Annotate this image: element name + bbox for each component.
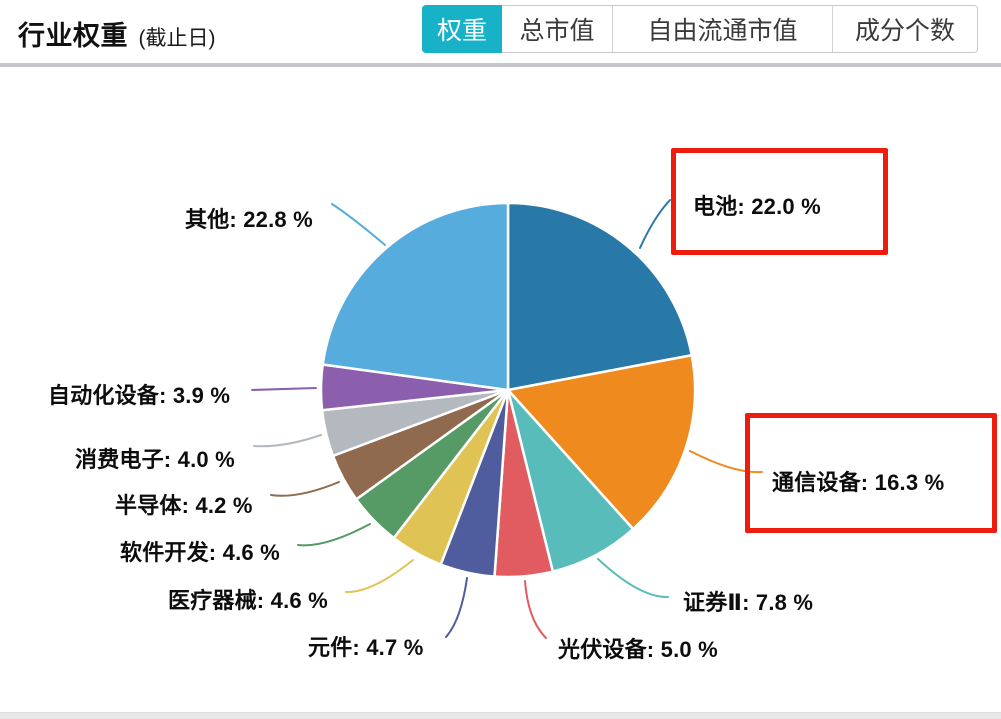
tab-group: 权重 总市值 自由流通市值 成分个数 [422, 5, 978, 53]
slice-label-8: 消费电子: 4.0 % [75, 447, 235, 472]
slice-label-6: 软件开发: 4.6 % [120, 540, 280, 565]
pie-slice-10[interactable] [321, 201, 510, 392]
pie-slice-1[interactable] [506, 353, 697, 531]
slice-label-0: 电池: 22.0 % [693, 194, 821, 219]
tab-free-float-market-cap[interactable]: 自由流通市值 [612, 6, 832, 52]
header-divider [0, 63, 1001, 67]
industry-weight-pie-chart: 电池: 22.0 % 通信设备: 16.3 % 证券Ⅱ: 7.8 % 光伏设备: 5.… [0, 67, 1001, 712]
pie-slice-2[interactable] [506, 388, 635, 573]
leader-line-8 [253, 434, 322, 448]
pie-chart-svg [251, 199, 763, 639]
slice-label-1: 通信设备: 16.3 % [772, 470, 945, 495]
leader-line-3 [524, 580, 547, 639]
leader-line-2 [597, 558, 669, 599]
tab-total-market-cap[interactable]: 总市值 [502, 6, 612, 52]
leader-line-5 [345, 559, 414, 594]
header: 行业权重 (截止日) 权重 总市值 自由流通市值 成分个数 [0, 0, 1001, 63]
leader-line-7 [270, 481, 340, 497]
title-wrap: 行业权重 (截止日) [18, 14, 215, 53]
slice-label-9: 自动化设备: 3.9 % [48, 383, 231, 408]
slice-label-2: 证券Ⅱ: 7.8 % [683, 590, 814, 615]
tab-weight[interactable]: 权重 [422, 5, 502, 53]
slice-label-4: 元件: 4.7 % [308, 635, 424, 660]
leader-line-1 [689, 450, 763, 474]
leader-line-10 [331, 203, 386, 246]
slice-label-3: 光伏设备: 5.0 % [558, 637, 718, 662]
slice-label-5: 医疗器械: 4.6 % [168, 588, 328, 613]
page-title: 行业权重 [18, 21, 128, 51]
slice-label-10: 其他: 22.8 % [185, 207, 313, 232]
tab-constituent-count[interactable]: 成分个数 [832, 6, 977, 52]
leader-line-4 [445, 577, 468, 638]
leader-line-6 [297, 523, 371, 547]
leader-line-0 [639, 199, 671, 249]
leader-line-9 [251, 387, 317, 391]
slice-label-7: 半导体: 4.2 % [115, 493, 253, 518]
page-subtitle: (截止日) [138, 27, 216, 50]
bottom-scroll-bar [0, 712, 1001, 719]
pie-slice-0[interactable] [506, 201, 693, 392]
